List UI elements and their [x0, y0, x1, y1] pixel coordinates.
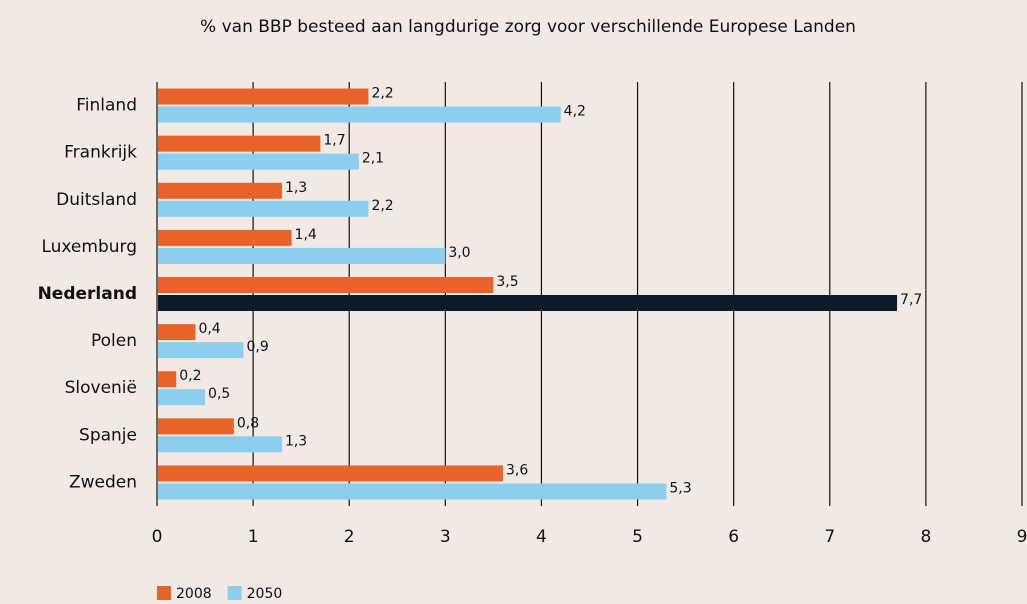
x-tick-label: 3 — [440, 527, 451, 547]
bar — [158, 342, 244, 359]
value-label: 1,4 — [295, 227, 317, 243]
value-label: 0,9 — [247, 339, 269, 355]
value-label: 2,1 — [362, 151, 384, 167]
value-label: 7,7 — [900, 292, 922, 308]
bar — [158, 389, 206, 406]
value-label: 0,8 — [237, 415, 259, 431]
bar — [158, 277, 494, 293]
y-tick-label: Frankrijk — [64, 143, 137, 163]
value-label: 3,0 — [448, 245, 470, 261]
y-tick-label: Luxemburg — [41, 237, 137, 257]
y-tick-label: Spanje — [79, 425, 137, 445]
value-label: 4,2 — [564, 104, 586, 120]
value-label: 0,2 — [179, 368, 201, 384]
bar — [158, 418, 234, 435]
value-label: 0,5 — [208, 386, 230, 402]
y-tick-label: Finland — [76, 96, 137, 116]
value-label: 2,2 — [371, 86, 393, 102]
bar — [158, 324, 196, 341]
bar — [158, 153, 359, 170]
value-label: 1,3 — [285, 180, 307, 196]
bar — [158, 229, 292, 246]
value-label: 3,6 — [506, 462, 528, 478]
bar — [158, 436, 282, 453]
bar — [158, 247, 446, 264]
bar — [158, 106, 561, 123]
bar — [158, 371, 177, 388]
value-label: 1,7 — [323, 133, 345, 149]
y-tick-label: Zweden — [69, 472, 137, 492]
legend-label: 2050 — [247, 586, 283, 602]
x-tick-label: 8 — [920, 527, 931, 547]
legend-swatch — [227, 586, 242, 600]
legend-swatch — [157, 586, 171, 600]
bar — [158, 182, 282, 199]
x-tick-label: 2 — [344, 527, 355, 547]
bar — [158, 295, 898, 311]
legend-label: 2008 — [176, 586, 212, 602]
x-tick-label: 0 — [152, 527, 163, 547]
value-label: 5,3 — [669, 480, 691, 496]
bar — [158, 135, 321, 152]
chart-title: % van BBP besteed aan langdurige zorg vo… — [200, 17, 856, 37]
bar — [158, 483, 667, 500]
y-tick-label: Nederland — [38, 284, 137, 304]
bar — [158, 88, 369, 105]
x-tick-label: 4 — [536, 527, 547, 547]
value-label: 1,3 — [285, 433, 307, 449]
x-tick-label: 6 — [728, 527, 739, 547]
x-tick-label: 7 — [824, 527, 835, 547]
value-label: 0,4 — [198, 321, 220, 337]
x-tick-label: 5 — [632, 527, 643, 547]
x-tick-label: 1 — [248, 527, 259, 547]
value-label: 2,2 — [371, 198, 393, 214]
value-label: 3,5 — [496, 274, 518, 290]
x-tick-label: 9 — [1017, 527, 1027, 547]
y-tick-label: Polen — [91, 331, 137, 351]
y-tick-label: Slovenië — [65, 378, 137, 398]
y-tick-label: Duitsland — [56, 190, 137, 210]
bar — [158, 465, 503, 482]
bar — [158, 200, 369, 217]
